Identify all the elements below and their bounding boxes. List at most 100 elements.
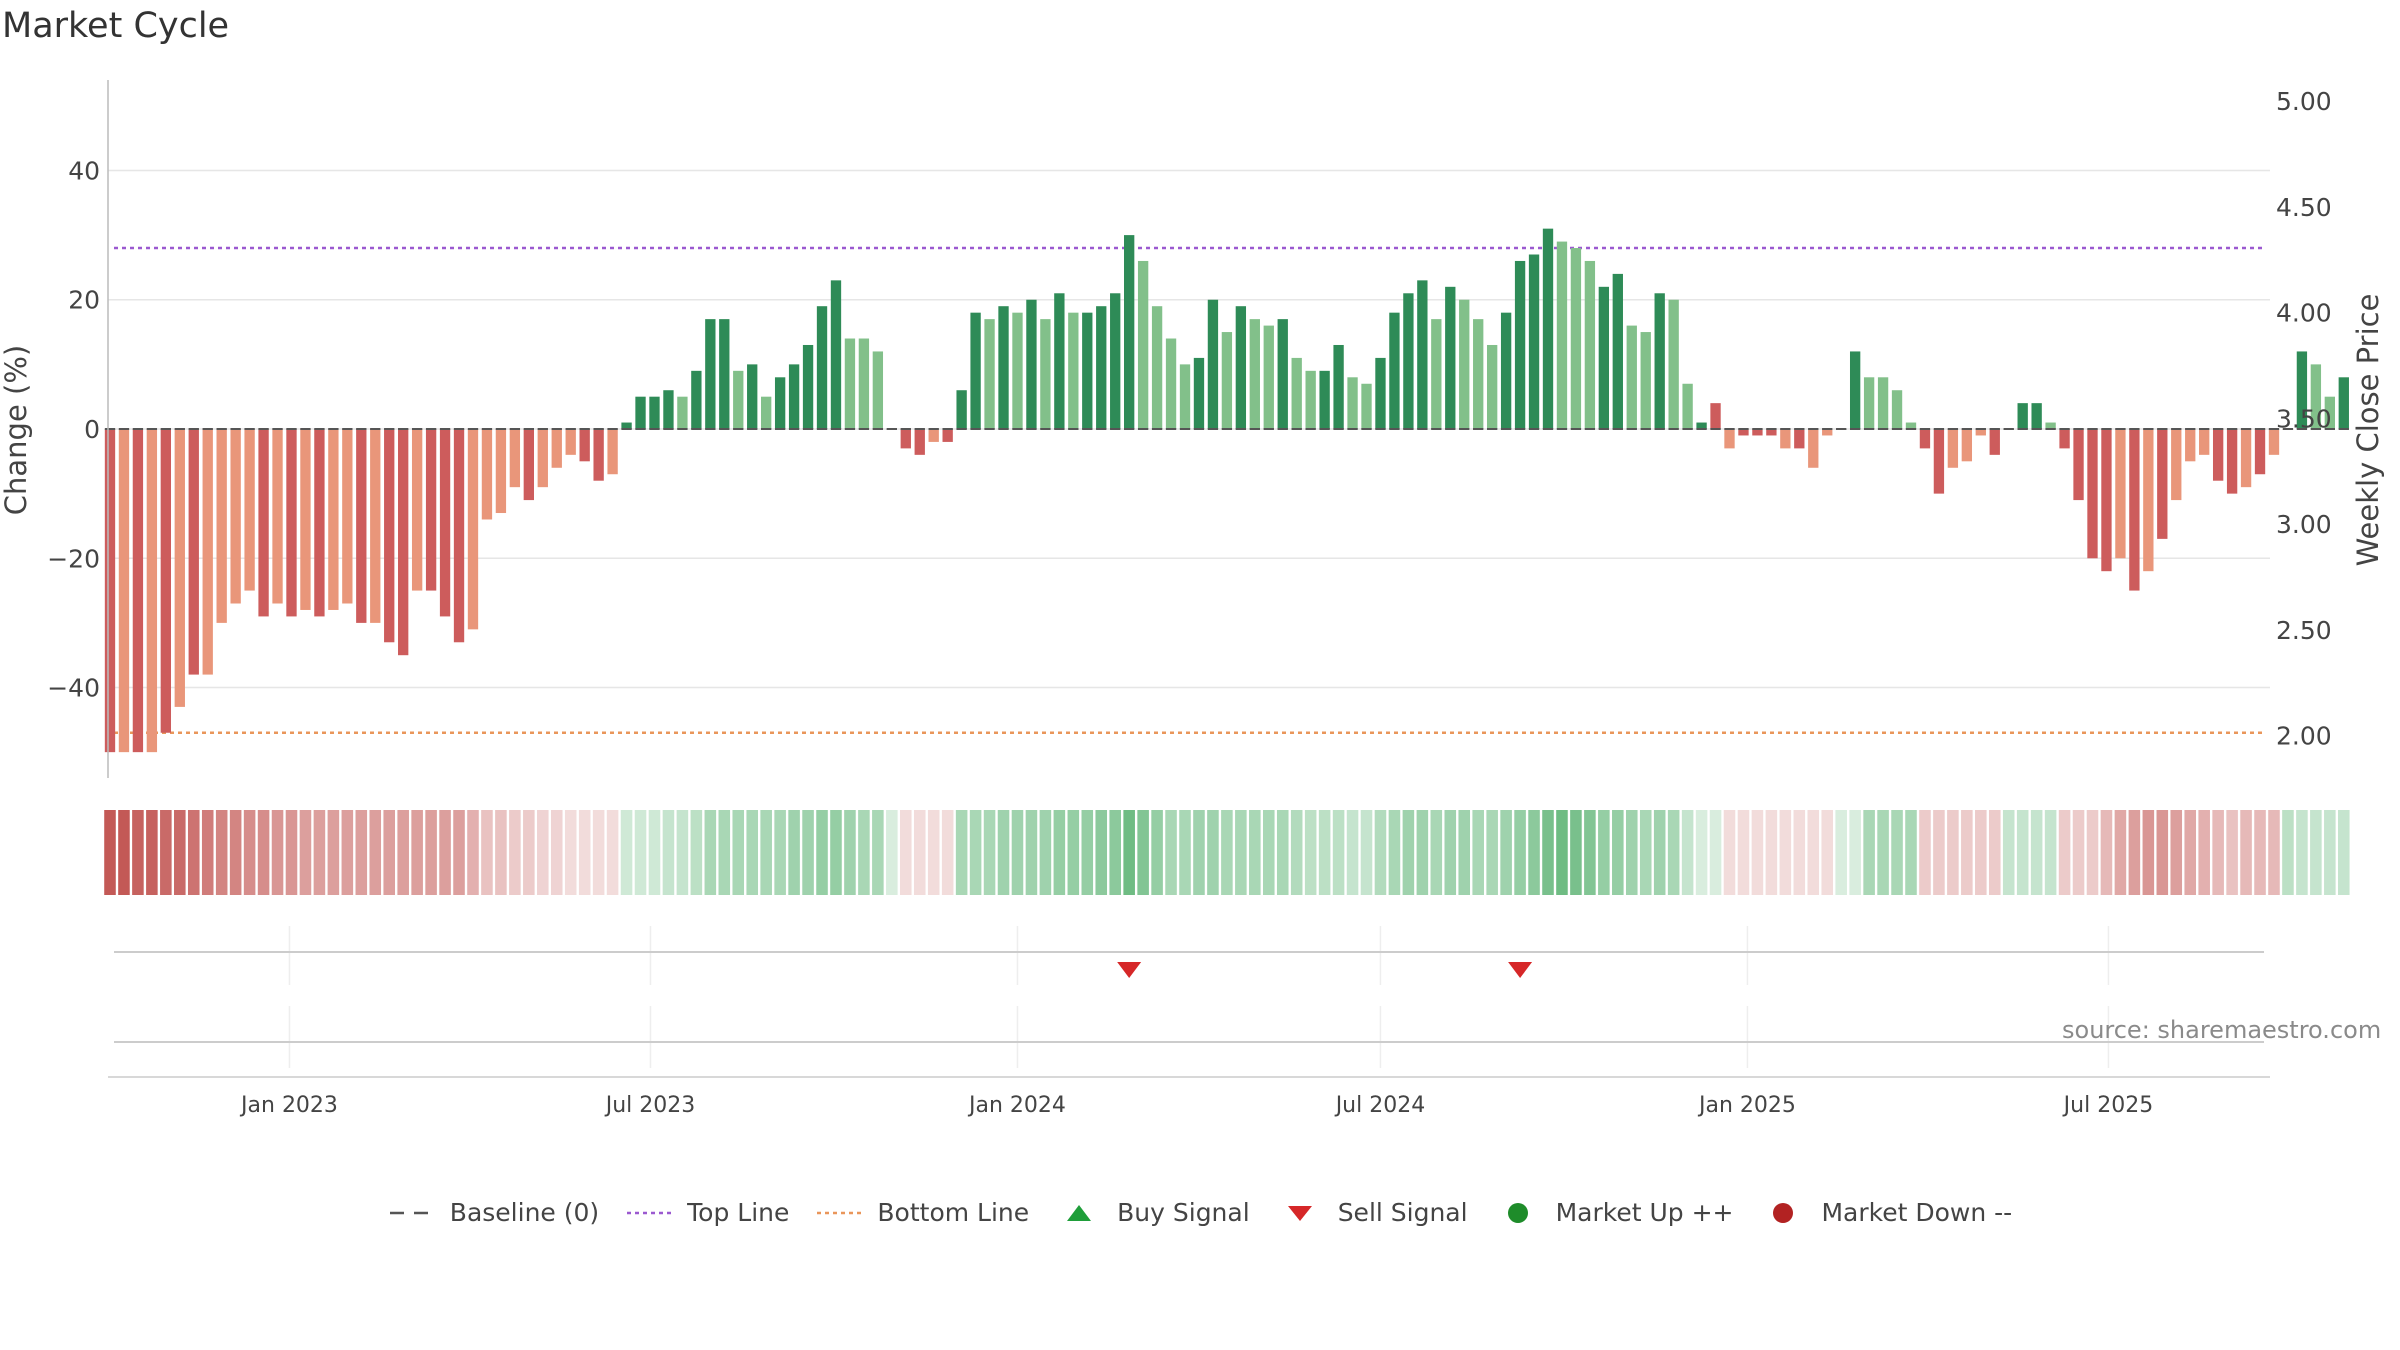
heat-cell [1737, 810, 1750, 895]
heat-cell [285, 810, 298, 895]
x-tick-label: Jan 2025 [1697, 1093, 1796, 1118]
bar [2115, 429, 2126, 559]
heat-cell [2282, 810, 2294, 895]
bar [1082, 312, 1093, 429]
bar [1682, 383, 1693, 429]
heat-cell [1276, 810, 1289, 895]
bar [2017, 403, 2028, 429]
heat-cell [1374, 810, 1387, 895]
bar [677, 396, 688, 429]
heat-cell [1290, 810, 1303, 895]
heat-cell [215, 810, 228, 895]
legend-label-top-line: Top Line [687, 1198, 790, 1227]
heat-cell [578, 810, 591, 895]
heat-cell [201, 810, 214, 895]
bar [1500, 312, 1512, 429]
bar [1724, 429, 1735, 449]
heat-cell [2016, 810, 2029, 895]
bar [481, 429, 493, 520]
heat-cell [2128, 810, 2141, 895]
bar [1822, 429, 1833, 436]
heat-cell [1249, 810, 1261, 895]
heat-cell [495, 810, 507, 895]
heat-cell [844, 810, 856, 895]
bar [1110, 293, 1121, 429]
heat-cell [676, 810, 689, 895]
bar [1989, 429, 2000, 455]
bar [174, 429, 185, 707]
legend-item-sell-signal: Sell Signal [1276, 1198, 1468, 1227]
bar [1319, 370, 1330, 429]
heat-cell [327, 810, 340, 895]
heat-cell [341, 810, 354, 895]
bar [160, 429, 172, 733]
bar [1263, 325, 1274, 429]
heat-cell [2142, 810, 2155, 895]
bar [2143, 429, 2154, 572]
x-tick-label: Jul 2024 [1334, 1093, 1426, 1118]
heat-cell [858, 810, 870, 895]
heat-cell [969, 810, 982, 895]
bar [607, 429, 618, 475]
bar [663, 390, 674, 429]
heat-cell [146, 810, 158, 895]
bar [774, 377, 786, 429]
heat-cell [1821, 810, 1834, 895]
y-tick-label: 40 [68, 156, 100, 185]
bar [370, 429, 381, 623]
bar [1151, 306, 1163, 429]
bar [970, 312, 981, 429]
heat-cell [1207, 810, 1219, 895]
bar [118, 429, 130, 753]
heat-cell [1221, 810, 1233, 895]
bar [2310, 364, 2322, 429]
heat-cell [927, 810, 940, 895]
bar [1808, 429, 1819, 468]
legend-label-market-down: Market Down -- [1821, 1198, 2013, 1227]
bar [1598, 286, 1610, 429]
heat-cell [732, 810, 745, 895]
bar [1905, 422, 1917, 429]
heat-cell [1653, 810, 1666, 895]
bar [453, 429, 465, 643]
heat-cell [2296, 810, 2308, 895]
heat-cell [1570, 810, 1582, 895]
heat-cell [369, 810, 382, 895]
heat-cell [2268, 810, 2280, 895]
heat-cell [1528, 810, 1540, 895]
bar [802, 344, 814, 429]
bar [1919, 429, 1931, 449]
bar [830, 280, 842, 429]
legend-label-buy-signal: Buy Signal [1117, 1198, 1250, 1227]
bar [691, 370, 702, 429]
heat-cell [913, 810, 926, 895]
y-tick-label: −20 [47, 544, 100, 573]
bar [705, 319, 716, 429]
heat-cell [1807, 810, 1820, 895]
bar [1096, 306, 1107, 429]
heat-cell [229, 810, 242, 895]
heat-cell [746, 810, 758, 895]
bar [1165, 338, 1177, 429]
bar [565, 429, 576, 455]
source-label: source: sharemaestro.com [2062, 1016, 2382, 1044]
heat-cell [1947, 810, 1959, 895]
legend-item-market-down: Market Down -- [1759, 1198, 2012, 1227]
bar [2073, 429, 2084, 501]
bar [2185, 429, 2196, 462]
bar [1361, 383, 1372, 429]
heat-cell [299, 810, 312, 895]
bar [998, 306, 1009, 429]
bar [132, 429, 144, 753]
heat-cell [243, 810, 256, 895]
dotted-line-icon [817, 1211, 862, 1214]
heat-cell [1262, 810, 1275, 895]
heat-cell [1598, 810, 1610, 895]
bar [1459, 299, 1470, 429]
sell-signal-marker [1117, 962, 1142, 978]
heat-cell [955, 810, 968, 895]
heat-cell [648, 810, 661, 895]
y2-tick-label: 2.50 [2276, 616, 2332, 645]
reference-lines [114, 246, 2264, 735]
sell-signal-marker [1508, 962, 1533, 978]
